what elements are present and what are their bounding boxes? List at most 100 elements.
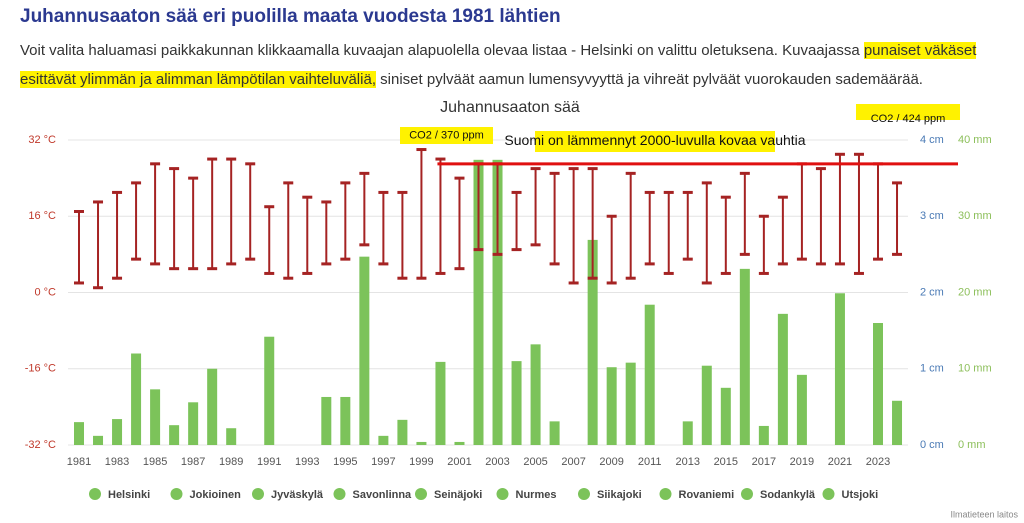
- credit: Ilmatieteen laitos: [950, 509, 1018, 519]
- precipitation-bar: [131, 353, 142, 445]
- legend-marker: [496, 488, 509, 500]
- x-tick-label: 2005: [523, 456, 547, 468]
- temperature-range: [112, 190, 123, 280]
- temperature-range: [549, 171, 560, 266]
- precipitation-bar: [892, 400, 903, 445]
- x-tick-label: 1999: [409, 456, 433, 468]
- temperature-range: [264, 205, 275, 275]
- x-tick-label: 1989: [219, 456, 243, 468]
- precipitation-bar: [701, 365, 712, 445]
- legend-marker: [89, 488, 101, 500]
- x-tick-label: 2011: [638, 456, 662, 468]
- x-tick-label: 1997: [371, 456, 395, 468]
- temperature-range: [834, 152, 845, 266]
- temperature-range: [568, 167, 579, 285]
- legend-label[interactable]: Nurmes: [516, 489, 557, 501]
- precipitation-bar: [150, 389, 161, 445]
- temperature-range: [701, 181, 712, 285]
- x-tick-label: 2001: [447, 456, 471, 468]
- intro-segment: Voit valita haluamasi paikkakunnan klikk…: [20, 42, 864, 59]
- legend-label[interactable]: Sodankylä: [760, 489, 816, 501]
- legend-marker: [659, 488, 672, 500]
- temperature-range: [663, 190, 674, 275]
- precipitation-bar: [777, 313, 788, 445]
- y3-tick-label: 20 mm: [958, 286, 992, 298]
- temperature-range: [226, 157, 237, 266]
- temperature-range: [321, 200, 332, 266]
- y2-tick-label: 0 cm: [920, 439, 944, 451]
- x-tick-label: 1991: [257, 456, 281, 468]
- precipitation-bar: [530, 344, 541, 445]
- legend-marker: [578, 488, 590, 500]
- legend-label[interactable]: Siikajoki: [597, 489, 642, 501]
- x-tick-label: 2023: [866, 456, 890, 468]
- precipitation-bar: [416, 441, 427, 445]
- legend-label[interactable]: Savonlinna: [353, 489, 413, 501]
- legend-label[interactable]: Jokioinen: [190, 489, 242, 501]
- temperature-range: [169, 167, 180, 271]
- y3-tick-label: 0 mm: [958, 439, 986, 451]
- precipitation-bar: [587, 239, 598, 445]
- x-tick-label: 1983: [105, 456, 129, 468]
- temperature-range: [283, 181, 294, 280]
- y3-tick-label: 40 mm: [958, 134, 992, 146]
- temperature-range: [682, 190, 693, 261]
- temperature-range: [625, 171, 636, 280]
- x-tick-label: 2007: [561, 456, 585, 468]
- temperature-range: [796, 162, 807, 261]
- temperature-range: [530, 167, 541, 247]
- legend-label[interactable]: Utsjoki: [842, 489, 879, 501]
- precipitation-bar: [796, 374, 807, 445]
- precipitation-bar: [739, 268, 750, 445]
- precipitation-bar: [321, 396, 332, 445]
- legend-marker: [822, 488, 835, 500]
- x-tick-label: 1993: [295, 456, 319, 468]
- precipitation-bar: [454, 441, 465, 445]
- temperature-range: [131, 181, 142, 261]
- x-tick-label: 1981: [67, 456, 91, 468]
- y2-tick-label: 1 cm: [920, 363, 944, 375]
- y-tick-label: 0 °C: [34, 286, 56, 298]
- legend-label[interactable]: Jyväskylä: [271, 489, 324, 501]
- temperature-range: [644, 190, 655, 266]
- x-tick-label: 2013: [676, 456, 700, 468]
- x-tick-label: 2009: [599, 456, 623, 468]
- temperature-range: [454, 176, 465, 271]
- x-tick-label: 2017: [752, 456, 776, 468]
- temperature-range: [739, 171, 750, 256]
- y2-tick-label: 3 cm: [920, 210, 944, 222]
- y-tick-label: -16 °C: [25, 363, 56, 375]
- annotation: CO2 / 370 ppm: [409, 129, 484, 141]
- legend-marker: [252, 488, 264, 500]
- y3-tick-label: 30 mm: [958, 210, 992, 222]
- precipitation-bar: [834, 293, 845, 445]
- chart-title: Juhannusaaton sää: [440, 99, 580, 116]
- precipitation-bar: [720, 387, 731, 445]
- precipitation-bar: [359, 256, 370, 445]
- temperature-range: [359, 171, 370, 247]
- legend-label[interactable]: Seinäjoki: [434, 489, 482, 501]
- precipitation-bar: [264, 336, 275, 445]
- precipitation-bar: [606, 367, 617, 445]
- precipitation-bar: [625, 362, 636, 445]
- precipitation-bar: [207, 368, 218, 445]
- temperature-range: [245, 162, 256, 261]
- temperature-range: [207, 157, 218, 271]
- precipitation-bar: [644, 304, 655, 445]
- legend-marker: [333, 488, 346, 500]
- legend-label[interactable]: Helsinki: [108, 489, 150, 501]
- precipitation-bar: [682, 421, 693, 445]
- y3-tick-label: 10 mm: [958, 363, 992, 375]
- y-tick-label: 16 °C: [28, 210, 56, 222]
- y-tick-label: -32 °C: [25, 439, 56, 451]
- temperature-range: [892, 181, 903, 256]
- annotation-bg: [400, 127, 493, 144]
- temperature-range: [93, 200, 104, 290]
- precipitation-bar: [435, 361, 446, 445]
- precipitation-bar: [511, 361, 522, 445]
- legend-label[interactable]: Rovaniemi: [679, 489, 735, 501]
- temperature-range: [378, 190, 389, 266]
- precipitation-bar: [492, 159, 503, 445]
- precipitation-bar: [758, 425, 769, 445]
